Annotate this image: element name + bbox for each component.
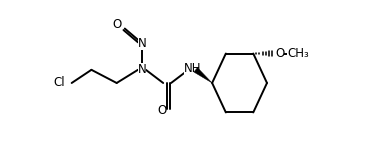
Text: N: N	[138, 37, 146, 50]
Text: NH: NH	[184, 62, 201, 75]
Text: O: O	[112, 18, 121, 31]
Text: O: O	[157, 104, 166, 117]
Text: CH₃: CH₃	[287, 47, 309, 60]
Text: Cl: Cl	[53, 76, 65, 89]
Text: O: O	[275, 47, 284, 60]
Polygon shape	[194, 68, 212, 83]
Text: N: N	[138, 63, 146, 76]
